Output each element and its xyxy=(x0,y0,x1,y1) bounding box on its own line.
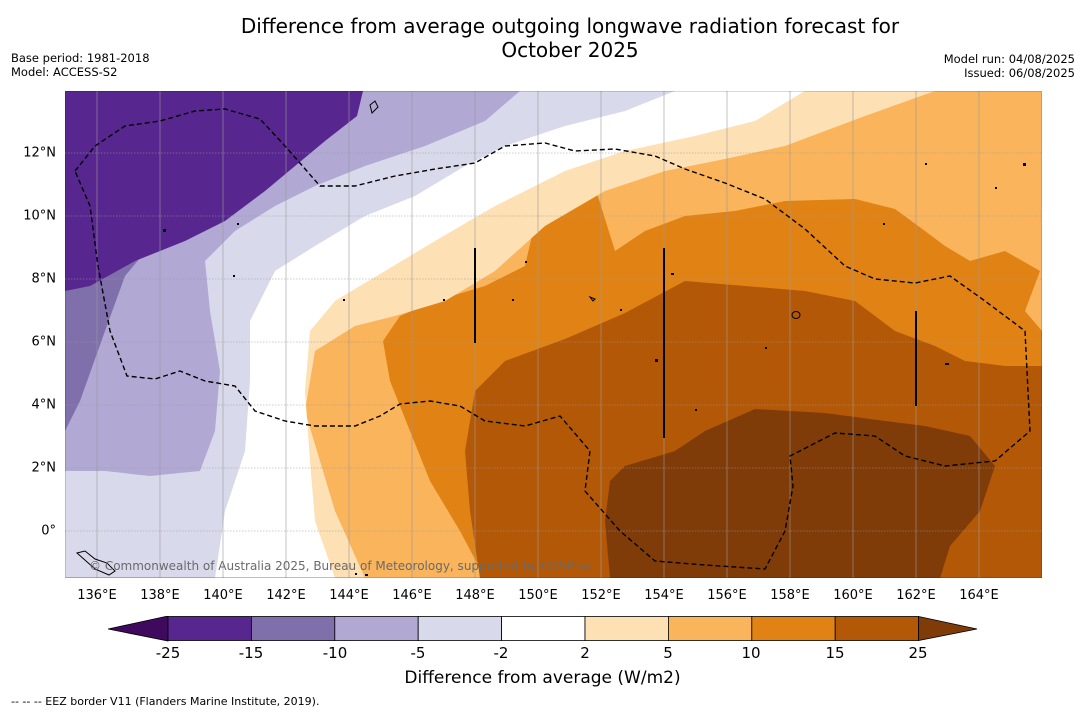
lat-label-6n: 6°N xyxy=(31,334,57,350)
title-line-2: October 2025 xyxy=(501,38,639,62)
map-title: Difference from average outgoing longwav… xyxy=(170,14,970,62)
colorbar-tick-8: 10 xyxy=(741,644,761,662)
lat-label-12n: 12°N xyxy=(23,145,56,161)
lon-label-146e: 146°E xyxy=(392,588,432,603)
colorbar-tick-4: -5 xyxy=(410,644,426,662)
colorbar-segment-7 xyxy=(668,616,753,641)
lat-label-8n: 8°N xyxy=(31,271,57,287)
lon-label-136e: 136°E xyxy=(77,588,117,603)
colorbar-segment-5 xyxy=(501,616,586,641)
colorbar-tick-7: 5 xyxy=(663,644,673,662)
map-area[interactable]: © Commonwealth of Australia 2025, Bureau… xyxy=(65,91,1042,578)
colorbar-extend-low xyxy=(108,616,169,642)
island-outline-3 xyxy=(75,550,116,576)
olr-anomaly-map xyxy=(65,91,1042,578)
colorbar-tick-3: -10 xyxy=(322,644,348,662)
colorbar-extend-high xyxy=(918,616,978,641)
island-outline-4 xyxy=(588,295,596,302)
lon-label-164e: 164°E xyxy=(959,588,999,603)
colorbar-segment-2 xyxy=(250,616,336,641)
lon-label-142e: 142°E xyxy=(266,588,306,603)
island-outline-1 xyxy=(369,100,379,114)
lon-label-158e: 158°E xyxy=(770,588,810,603)
colorbar-tick-6: 2 xyxy=(580,644,590,662)
lat-label-10n: 10°N xyxy=(23,208,56,224)
colorbar-tick-10: 25 xyxy=(908,644,928,662)
lon-label-144e: 144°E xyxy=(329,588,369,603)
meta-right: Model run: 04/08/2025 Issued: 06/08/2025 xyxy=(944,52,1075,80)
lon-label-156e: 156°E xyxy=(707,588,747,603)
colorbar xyxy=(108,616,978,642)
eez-border xyxy=(74,108,1031,570)
zone-minus-15-minus-25 xyxy=(65,91,363,291)
lon-label-152e: 152°E xyxy=(581,588,621,603)
lat-label-0: 0° xyxy=(41,523,56,539)
meta-left: Base period: 1981-2018 Model: ACCESS-S2 xyxy=(11,51,150,79)
zone-above-25 xyxy=(605,409,995,578)
model-run: Model run: 04/08/2025 xyxy=(943,52,1075,66)
base-period: Base period: 1981-2018 xyxy=(11,51,150,65)
lon-label-154e: 154°E xyxy=(644,588,684,603)
colorbar-tick-9: 15 xyxy=(825,644,845,662)
model-name: Model: ACCESS-S2 xyxy=(11,65,118,79)
colorbar-segment-4 xyxy=(417,616,503,641)
colorbar-segment-8 xyxy=(751,616,836,641)
colorbar-label: Difference from average (W/m2) xyxy=(404,668,681,688)
lon-label-162e: 162°E xyxy=(896,588,936,603)
colorbar-tick-2: -15 xyxy=(238,644,264,662)
island-outline-2 xyxy=(791,311,801,319)
lon-label-148e: 148°E xyxy=(455,588,495,603)
colorbar-tick-5: -2 xyxy=(493,644,509,662)
lat-label-2n: 2°N xyxy=(31,460,57,476)
lat-label-4n: 4°N xyxy=(31,397,57,413)
eez-footnote: -- -- -- EEZ border V11 (Flanders Marine… xyxy=(11,695,320,708)
title-line-1: Difference from average outgoing longwav… xyxy=(240,14,900,38)
lon-label-150e: 150°E xyxy=(518,588,558,603)
colorbar-segment-9 xyxy=(834,616,920,641)
copyright-text: © Commonwealth of Australia 2025, Bureau… xyxy=(89,559,595,573)
lon-label-138e: 138°E xyxy=(140,588,180,603)
colorbar-segment-3 xyxy=(334,616,419,641)
lon-label-140e: 140°E xyxy=(203,588,243,603)
issued-date: Issued: 06/08/2025 xyxy=(964,66,1075,80)
colorbar-tick-1: -25 xyxy=(155,644,181,662)
colorbar-segment-6 xyxy=(584,616,669,641)
lon-label-160e: 160°E xyxy=(833,588,873,603)
colorbar-segment-1 xyxy=(167,616,252,641)
